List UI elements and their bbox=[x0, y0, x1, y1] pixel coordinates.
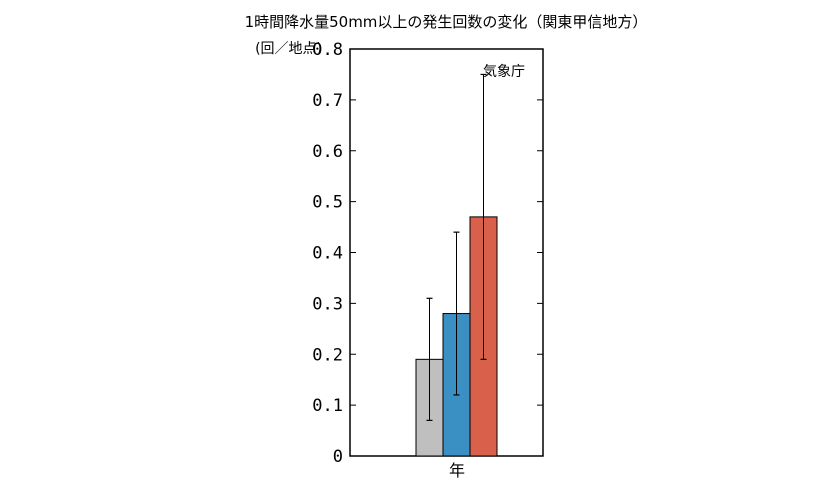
y-tick-label: 0.1 bbox=[312, 396, 343, 416]
y-tick-label: 0.7 bbox=[312, 91, 343, 111]
chart-title: 1時間降水量50mm以上の発生回数の変化（関東甲信地方） bbox=[245, 13, 648, 31]
y-tick-label: 0.6 bbox=[312, 142, 343, 162]
x-axis-category-label: 年 bbox=[449, 461, 465, 480]
y-tick-label: 0.8 bbox=[312, 40, 343, 60]
y-axis-ticks: 0 0.1 0.2 0.3 0.4 0.5 0.6 0.7 0.8 bbox=[312, 40, 543, 467]
y-tick-label: 0 bbox=[333, 447, 343, 467]
y-tick-label: 0.4 bbox=[312, 244, 343, 264]
y-tick-label: 0.3 bbox=[312, 294, 343, 314]
y-axis-unit-label: (回／地点) bbox=[255, 41, 322, 57]
error-bars bbox=[426, 73, 487, 421]
y-tick-label: 0.2 bbox=[312, 345, 343, 365]
source-annotation: 気象庁 bbox=[483, 64, 525, 80]
y-tick-label: 0.5 bbox=[312, 193, 343, 213]
